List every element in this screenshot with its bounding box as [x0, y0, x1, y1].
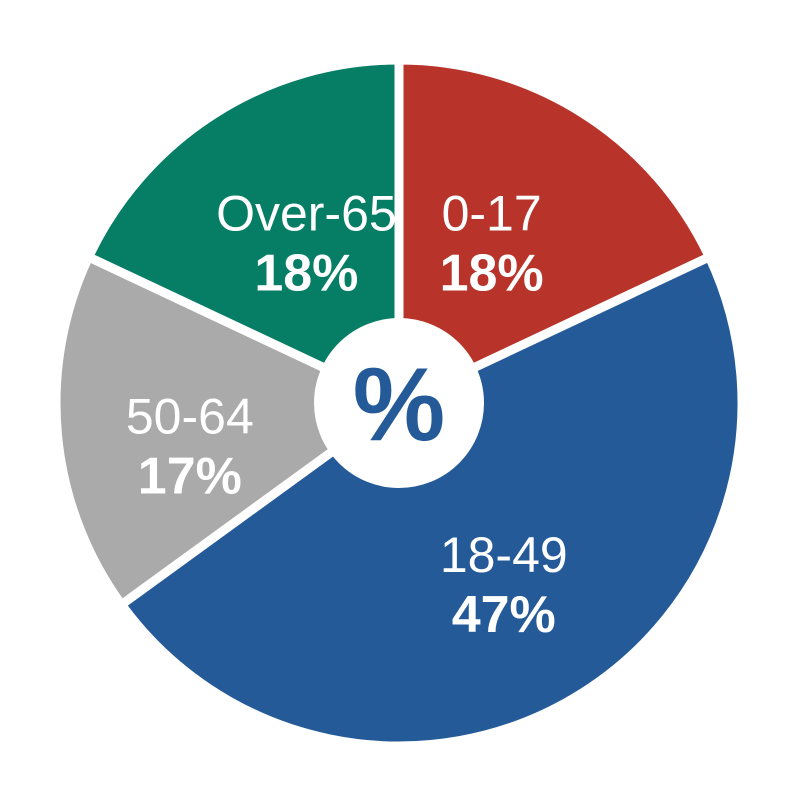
slice-value-label-over-65: 18%	[254, 245, 358, 303]
slice-label-0-17: 0-17	[442, 186, 542, 242]
slice-value-label-18-49: 47%	[452, 586, 556, 644]
pie-slices	[51, 55, 747, 751]
center-circle	[314, 318, 484, 488]
slice-label-50-64: 50-64	[126, 388, 254, 444]
center-percent-symbol: %	[353, 347, 445, 463]
slice-value-label-0-17: 18%	[440, 245, 544, 303]
pie-slice-50-64	[51, 250, 408, 611]
pie-slice-over-65	[82, 55, 404, 411]
pie-slice-18-49	[115, 250, 747, 751]
slice-label-over-65: Over-65	[216, 186, 397, 242]
slice-value-label-50-64: 17%	[138, 447, 242, 505]
pie-slice-0-17	[394, 55, 716, 411]
slice-label-18-49: 18-49	[440, 527, 568, 583]
